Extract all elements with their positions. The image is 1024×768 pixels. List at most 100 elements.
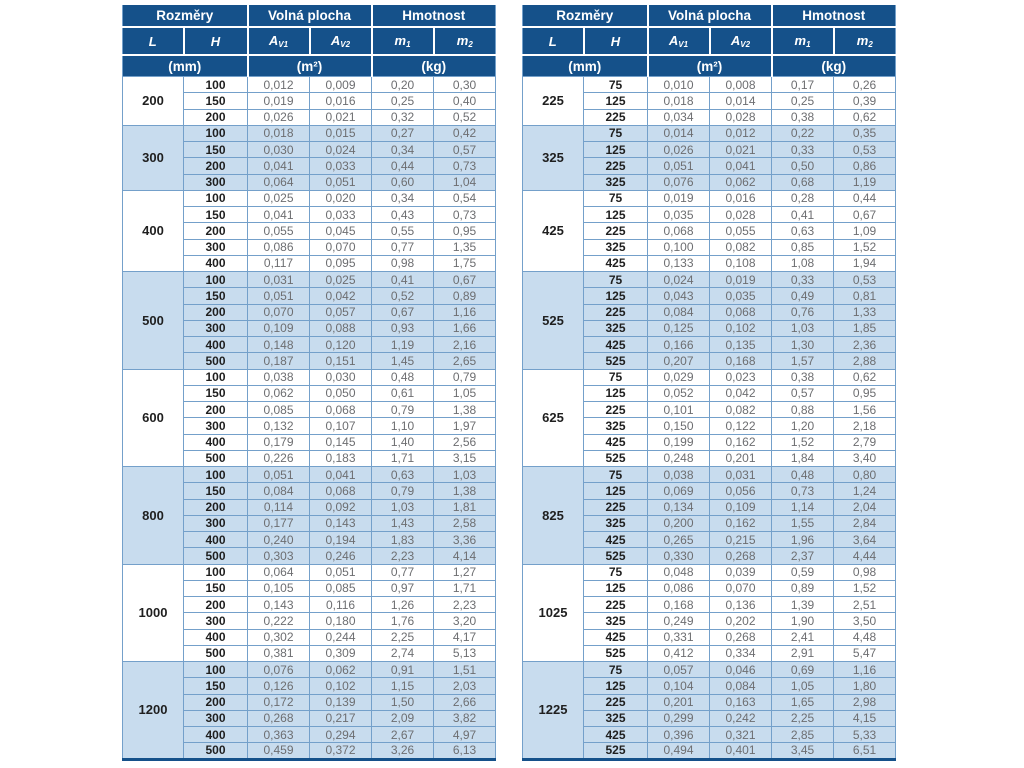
value-cell: 0,012: [247, 75, 310, 94]
value-cell: 0,48: [371, 368, 435, 386]
dimension-H-cell: 300: [183, 514, 248, 533]
value-cell: 2,25: [371, 628, 435, 646]
table-row: 225 0,168 0,136 1,39 2,51: [523, 595, 897, 614]
header-sym-L: L: [122, 26, 184, 55]
value-cell: 0,459: [247, 742, 310, 760]
value-cell: 0,008: [708, 75, 773, 94]
value-cell: 2,09: [371, 709, 435, 728]
table-row: 500 0,459 0,372 3,26 6,13: [123, 742, 497, 760]
header-sym-m2: m2: [832, 26, 896, 55]
value-cell: 0,062: [308, 660, 373, 679]
dimension-H-cell: 225: [583, 222, 648, 240]
dimension-L-cell: 425: [522, 189, 584, 273]
value-cell: 1,51: [433, 660, 497, 679]
dimension-H-cell: 150: [183, 140, 248, 159]
value-cell: 0,028: [708, 108, 773, 126]
table-row: 325 75 0,014 0,012 0,22 0,35: [522, 124, 897, 191]
header-sym-Av1: AV1: [246, 26, 310, 55]
dimension-H-cell: 125: [583, 205, 648, 224]
table-row: 325 0,125 0,102 1,03 1,85: [523, 319, 897, 338]
value-cell: 0,082: [708, 238, 773, 256]
value-cell: 4,48: [833, 628, 897, 646]
value-cell: 0,95: [433, 222, 497, 240]
value-cell: 1,38: [433, 482, 497, 500]
table-row: 500 0,226 0,183 1,71 3,15: [123, 449, 497, 468]
value-cell: 3,82: [433, 709, 497, 728]
value-cell: 0,102: [308, 677, 373, 695]
value-cell: 1,50: [371, 693, 435, 711]
value-cell: 0,22: [771, 124, 835, 143]
value-cell: 0,25: [371, 92, 435, 110]
dimension-H-cell: 150: [183, 677, 248, 695]
table-row: 225 0,101 0,082 0,88 1,56: [523, 400, 897, 419]
value-cell: 0,101: [647, 400, 710, 419]
dimension-H-cell: 150: [183, 205, 248, 224]
value-cell: 0,372: [308, 742, 373, 760]
table-row: 525 0,248 0,201 1,84 3,40: [523, 449, 897, 468]
value-cell: 0,302: [247, 628, 310, 646]
dimension-H-cell: 425: [583, 433, 648, 451]
value-cell: 0,070: [708, 579, 773, 598]
dimension-H-cell: 100: [183, 368, 248, 386]
sym-H: H: [210, 33, 221, 49]
sub-v2: V2: [340, 40, 351, 49]
table-row: 425 0,166 0,135 1,30 2,36: [523, 335, 897, 354]
dimension-L-cell: 1200: [122, 661, 184, 760]
table-row: 1200 100 0,076 0,062 0,91 1,51: [122, 660, 497, 760]
table-row: 325 0,150 0,122 1,20 2,18: [523, 417, 897, 435]
value-cell: 0,100: [647, 238, 710, 256]
value-cell: 1,15: [371, 677, 435, 695]
value-cell: 0,79: [371, 482, 435, 500]
value-cell: 0,064: [247, 173, 310, 191]
value-cell: 0,61: [371, 384, 435, 403]
table-row: 125 0,026 0,021 0,33 0,53: [523, 140, 897, 159]
table-row: 825 75 0,038 0,031 0,48 0,80: [522, 465, 897, 565]
table-row: 200 0,041 0,033 0,44 0,73: [123, 157, 497, 175]
value-cell: 0,086: [247, 238, 310, 256]
value-cell: 6,51: [833, 742, 897, 760]
value-cell: 0,033: [308, 205, 373, 224]
value-cell: 0,162: [708, 433, 773, 451]
value-cell: 1,45: [371, 352, 435, 370]
header-sym-Av2: AV2: [708, 26, 772, 55]
value-cell: 5,33: [833, 725, 897, 744]
value-cell: 2,79: [833, 433, 897, 451]
value-cell: 0,085: [308, 579, 373, 598]
value-cell: 0,95: [833, 384, 897, 403]
table-row: 150 0,105 0,085 0,97 1,71: [123, 579, 497, 598]
value-cell: 1,26: [371, 595, 435, 614]
value-cell: 0,207: [647, 352, 710, 370]
sym-A: A: [668, 33, 679, 48]
value-cell: 2,41: [771, 628, 835, 646]
table-row: 400 0,179 0,145 1,40 2,56: [123, 433, 497, 451]
value-cell: 0,76: [771, 303, 835, 321]
dimension-L-cell: 1225: [522, 661, 584, 760]
table-row: 200 0,114 0,092 1,03 1,81: [123, 498, 497, 516]
value-cell: 0,201: [708, 449, 773, 468]
header-unit-row: (mm) (m²) (kg): [122, 54, 496, 77]
value-cell: 0,93: [371, 319, 435, 338]
dimension-H-cell: 75: [583, 75, 648, 94]
value-cell: 1,80: [833, 677, 897, 695]
value-cell: 0,114: [247, 498, 310, 516]
value-cell: 1,65: [771, 693, 835, 711]
value-cell: 1,03: [771, 319, 835, 338]
value-cell: 0,134: [647, 498, 710, 516]
value-cell: 0,331: [647, 628, 710, 646]
value-cell: 0,041: [708, 157, 773, 175]
value-cell: 0,088: [308, 319, 373, 338]
value-cell: 1,85: [833, 319, 897, 338]
value-cell: 0,41: [371, 270, 435, 289]
value-cell: 0,268: [708, 628, 773, 646]
value-cell: 2,65: [433, 352, 497, 370]
header-sym-L: L: [522, 26, 584, 55]
value-cell: 0,73: [771, 482, 835, 500]
table-row: 500 0,303 0,246 2,23 4,14: [123, 547, 497, 565]
value-cell: 0,69: [771, 660, 835, 679]
value-cell: 1,19: [833, 173, 897, 191]
table-row: 400 100 0,025 0,020 0,34 0,54: [122, 189, 497, 273]
table-header: Rozměry Volná plocha Hmotnost L H AV1 AV…: [122, 5, 496, 77]
value-cell: 0,199: [647, 433, 710, 451]
value-cell: 1,27: [433, 563, 497, 581]
dimension-H-cell: 300: [183, 238, 248, 256]
